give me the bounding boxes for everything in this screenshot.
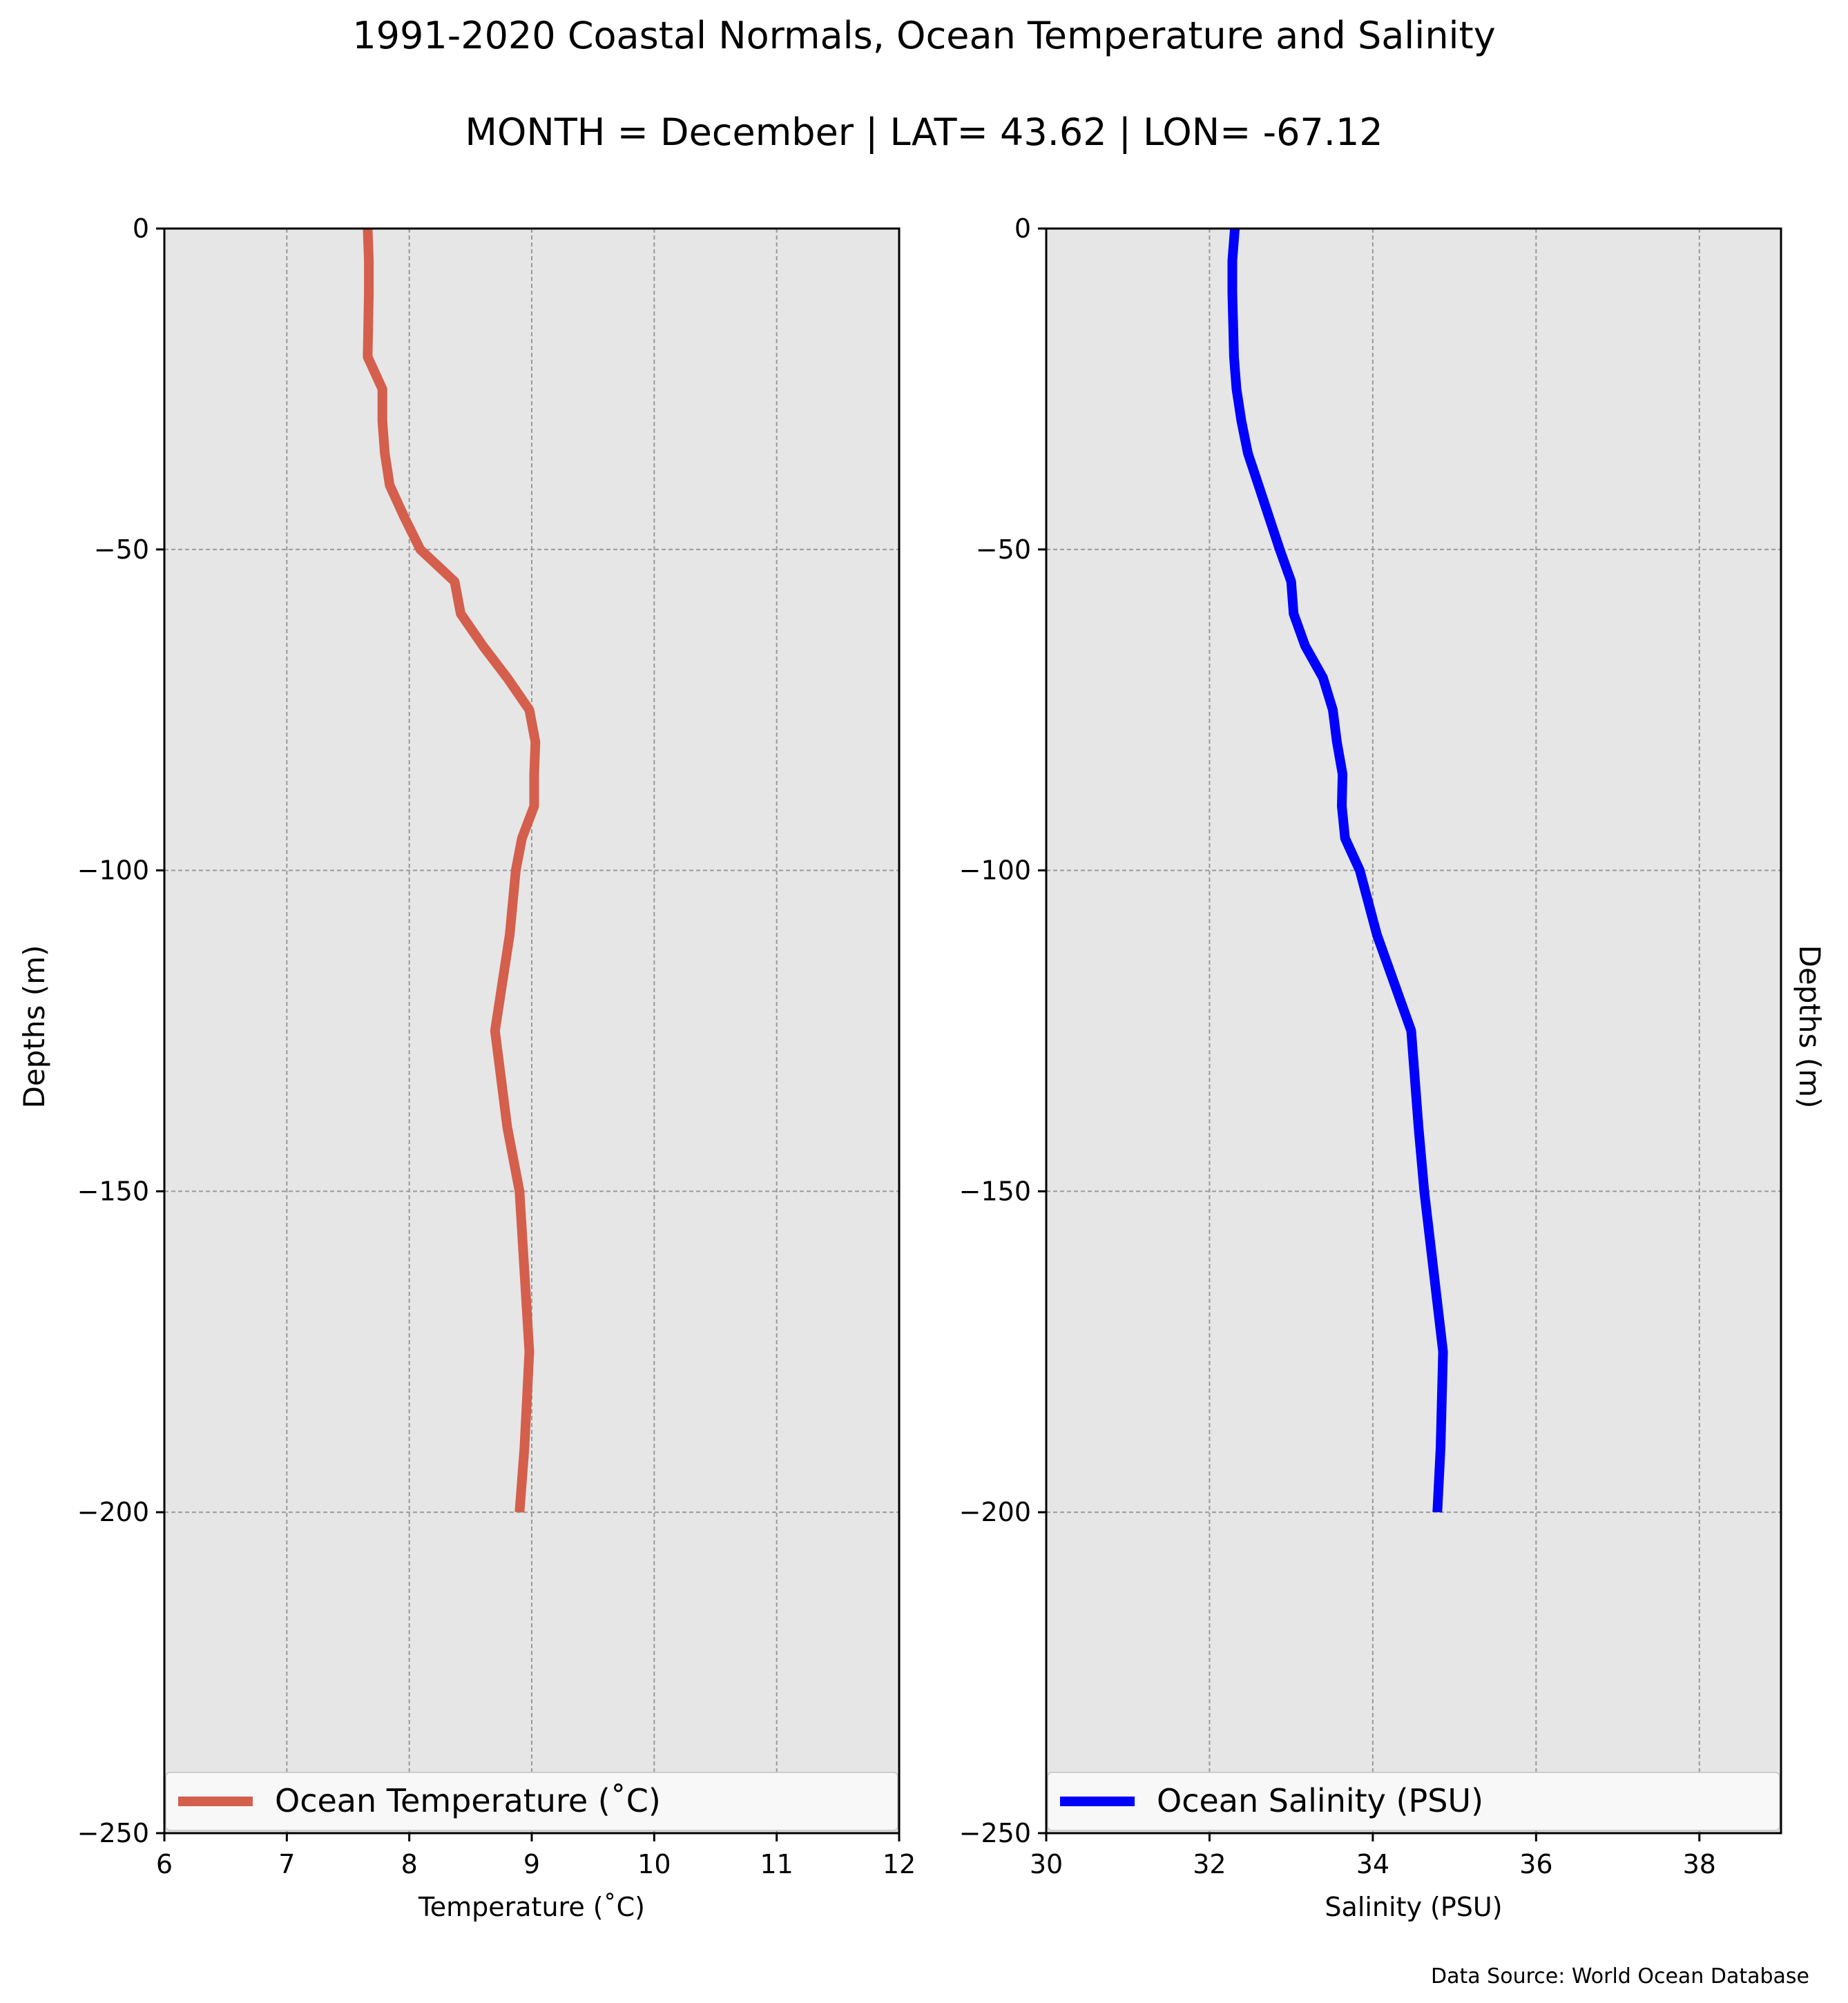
left-ylabel: Depths (m) <box>17 945 51 1109</box>
temperature-legend-box <box>165 1772 898 1831</box>
temperature-xtick-label: 6 <box>156 1849 173 1879</box>
salinity-xtick-label: 32 <box>1193 1849 1226 1879</box>
temperature-ytick-label: −150 <box>77 1176 149 1206</box>
salinity-ytick-label: −150 <box>959 1176 1031 1206</box>
temperature-ytick-label: −50 <box>94 534 149 565</box>
temperature-xtick-label: 10 <box>637 1849 671 1879</box>
temperature-ytick-label: −200 <box>77 1497 149 1527</box>
right-ylabel: Depths (m) <box>1793 945 1827 1109</box>
salinity-ytick-label: −250 <box>959 1818 1031 1848</box>
temperature-xlabel: Temperature (˚C) <box>418 1892 645 1922</box>
temperature-xtick-label: 9 <box>523 1849 540 1879</box>
temperature-legend-label: Ocean Temperature (˚C) <box>275 1782 661 1819</box>
temperature-xtick-label: 11 <box>760 1849 793 1879</box>
figure-title: 1991-2020 Coastal Normals, Ocean Tempera… <box>352 14 1495 57</box>
temperature-panel: Ocean Temperature (˚C) 6 7 8 9 10 11 12 0 −50 −100… <box>77 213 916 1922</box>
data-source-note: Data Source: World Ocean Database <box>1431 1964 1809 1989</box>
salinity-xtick-label: 30 <box>1030 1849 1063 1879</box>
salinity-ytick-label: 0 <box>1014 213 1031 244</box>
salinity-xtick-label: 34 <box>1356 1849 1389 1879</box>
figure-subtitle: MONTH = December | LAT= 43.62 | LON= -67… <box>465 110 1383 154</box>
salinity-xlabel: Salinity (PSU) <box>1325 1892 1502 1922</box>
salinity-profile-line <box>1227 228 1448 1513</box>
salinity-ytick-label: −200 <box>959 1497 1031 1527</box>
temperature-xtick-label: 12 <box>883 1849 916 1879</box>
temperature-ytick-label: 0 <box>133 213 149 244</box>
temperature-profile-line <box>363 228 541 1513</box>
temperature-xtick-label: 8 <box>401 1849 418 1879</box>
salinity-legend-label: Ocean Salinity (PSU) <box>1157 1782 1483 1819</box>
temperature-ytick-label: −250 <box>77 1818 149 1848</box>
salinity-ytick-label: −50 <box>976 534 1031 565</box>
temperature-ytick-label: −100 <box>77 855 149 886</box>
salinity-panel: Ocean Salinity (PSU) 30 32 34 36 38 0 −50 −100 −1… <box>959 213 1782 1922</box>
temperature-xtick-label: 7 <box>278 1849 295 1879</box>
salinity-ytick-label: −100 <box>959 855 1031 886</box>
salinity-xtick-label: 38 <box>1683 1849 1716 1879</box>
salinity-legend-box <box>1047 1772 1780 1831</box>
salinity-xtick-label: 36 <box>1519 1849 1552 1879</box>
salinity-axes-frame <box>1045 227 1782 1835</box>
